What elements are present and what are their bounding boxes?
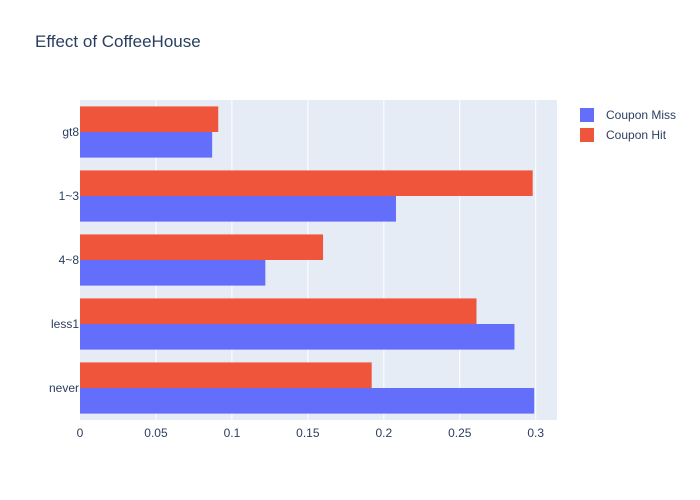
y-tick-label: less1 (51, 317, 79, 331)
bar-coupon-hit-4[interactable] (80, 362, 372, 388)
legend-swatch-coupon-miss (580, 108, 594, 122)
y-tick-labels: gt8 1~3 4~8 less1 never (49, 125, 79, 395)
legend: Coupon Miss Coupon Hit (580, 105, 676, 145)
x-tick-labels: 0 0.05 0.1 0.15 0.2 0.25 0.3 (77, 426, 545, 440)
x-tick-label: 0.2 (375, 426, 392, 440)
x-tick-label: 0.3 (527, 426, 544, 440)
y-tick-label: 1~3 (59, 189, 80, 203)
x-tick-label: 0.25 (448, 426, 472, 440)
legend-swatch-coupon-hit (580, 128, 594, 142)
legend-item-coupon-hit[interactable]: Coupon Hit (580, 125, 676, 145)
y-tick-label: never (49, 381, 79, 395)
x-tick-label: 0.15 (296, 426, 320, 440)
y-tick-label: 4~8 (59, 253, 80, 267)
legend-label-coupon-miss: Coupon Miss (606, 108, 677, 122)
legend-label-coupon-hit: Coupon Hit (606, 128, 667, 142)
chart-title: Effect of CoffeeHouse (35, 32, 201, 51)
bar-coupon-miss-3[interactable] (80, 324, 515, 350)
bars (80, 106, 535, 414)
y-tick-label: gt8 (62, 125, 79, 139)
x-tick-label: 0.1 (224, 426, 241, 440)
bar-coupon-miss-1[interactable] (80, 196, 396, 222)
bar-coupon-miss-4[interactable] (80, 388, 535, 414)
bar-coupon-hit-0[interactable] (80, 106, 219, 132)
bar-coupon-miss-0[interactable] (80, 132, 213, 158)
bar-coupon-hit-3[interactable] (80, 298, 477, 324)
bar-coupon-hit-1[interactable] (80, 170, 533, 196)
x-tick-label: 0.05 (144, 426, 168, 440)
bar-coupon-miss-2[interactable] (80, 260, 266, 286)
legend-item-coupon-miss[interactable]: Coupon Miss (580, 105, 676, 125)
x-tick-label: 0 (77, 426, 84, 440)
bar-coupon-hit-2[interactable] (80, 234, 324, 260)
